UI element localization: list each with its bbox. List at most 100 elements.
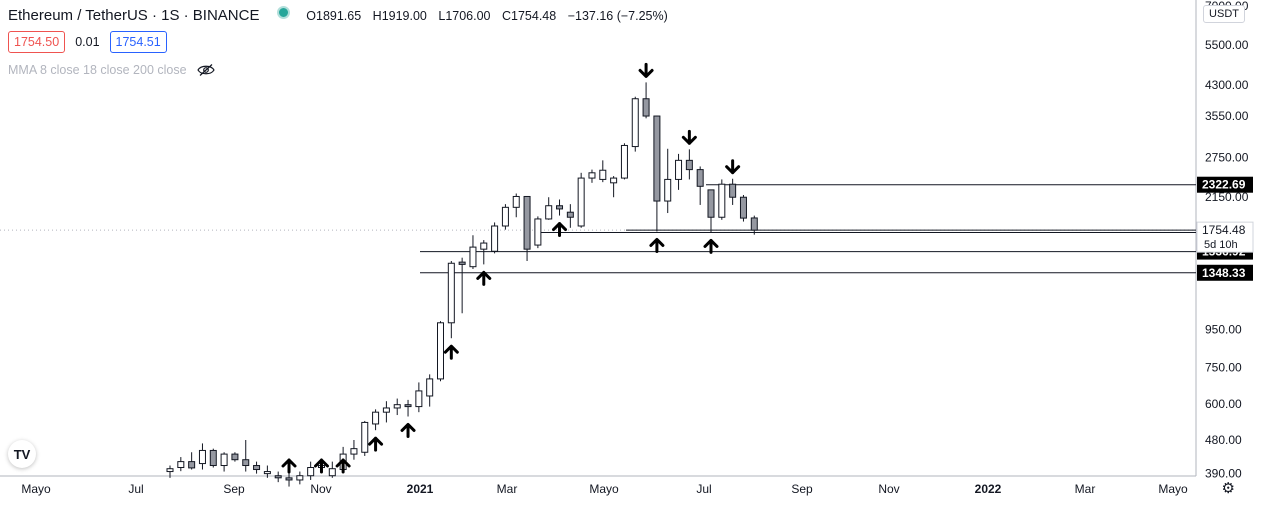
candle-body (534, 218, 542, 246)
x-tick-label: Sep (791, 482, 813, 496)
buy-price-button[interactable]: 1754.51 (109, 31, 167, 53)
high-value: 1919.00 (381, 9, 427, 23)
candle-body (729, 183, 737, 198)
candle-body (437, 322, 444, 380)
up-arrow-marker (335, 458, 351, 474)
up-arrow-marker (281, 458, 297, 474)
up-arrow-marker (552, 222, 568, 238)
candle-body (696, 169, 704, 187)
chart-header: Ethereum / TetherUS · 1S · BINANCE O1891… (8, 6, 676, 24)
ohlc-readout: O1891.65 H1919.00 L1706.00 C1754.48 −137… (306, 9, 676, 23)
symbol-title[interactable]: Ethereum / TetherUS · 1S · BINANCE (8, 7, 260, 24)
down-arrow-marker (681, 129, 697, 145)
candle-body (296, 475, 304, 481)
close-value: 1754.48 (511, 9, 557, 23)
candle-body (263, 471, 271, 475)
up-arrow-marker (649, 237, 665, 253)
candle-body (253, 465, 261, 471)
candle-body (664, 178, 672, 202)
candle-body (642, 98, 650, 117)
candle-body (469, 246, 477, 268)
candle-body (166, 468, 174, 473)
last-price-tag (1196, 221, 1254, 253)
candle-body (545, 205, 553, 220)
level-price-tag (1197, 176, 1253, 193)
low-key: L (438, 9, 446, 23)
candle-body (404, 404, 412, 408)
x-tick-label: Mar (497, 482, 518, 496)
x-tick-label: Mayo (589, 482, 619, 496)
candle-body (707, 189, 715, 218)
last-price-label: 1754.48 (1202, 223, 1246, 237)
x-tick-label: Sep (223, 482, 245, 496)
level-price-label: 1348.33 (1202, 266, 1246, 280)
candle-body (480, 242, 488, 250)
candle-body (620, 144, 628, 179)
candle-body (523, 195, 531, 250)
candle-body (447, 262, 455, 324)
change-value: −137.16 (−7.25%) (567, 9, 668, 23)
down-arrow-marker (725, 159, 741, 175)
tradingview-logo[interactable]: TV (8, 440, 36, 468)
candle-body (718, 183, 726, 218)
y-tick-label: 5500.00 (1205, 38, 1249, 52)
currency-badge[interactable]: USDT (1203, 5, 1245, 23)
candle-body (393, 404, 401, 409)
up-arrow-marker (443, 344, 459, 360)
market-status-icon (277, 6, 291, 19)
y-tick-label: 390.00 (1205, 467, 1242, 481)
x-tick-label: Jul (128, 482, 143, 496)
candle-body (588, 172, 596, 179)
candle-body (372, 411, 380, 425)
up-arrow-marker (400, 422, 416, 438)
candle-body (458, 261, 466, 265)
candle-body (307, 467, 315, 477)
trade-prices: 1754.50 0.01 1754.51 (8, 31, 167, 53)
y-tick-label: 2750.00 (1205, 150, 1249, 164)
close-key: C (502, 9, 512, 23)
candle-body (631, 98, 639, 148)
y-tick-label: 4300.00 (1205, 78, 1249, 92)
candle-body (177, 461, 185, 469)
candle-body (209, 449, 217, 467)
candle-body (566, 211, 574, 218)
x-tick-label: Mayo (1158, 482, 1188, 496)
gear-icon[interactable]: ⚙ (1221, 480, 1235, 497)
open-key: O (306, 9, 316, 23)
x-tick-label: Nov (310, 482, 331, 496)
y-tick-label: 2150.00 (1205, 190, 1249, 204)
low-value: 1706.00 (445, 9, 491, 23)
candle-body (198, 449, 206, 465)
y-tick-label: 600.00 (1205, 397, 1242, 411)
level-price-label: 2322.69 (1202, 178, 1246, 192)
candle-body (653, 115, 661, 202)
x-tick-label: Mar (1075, 482, 1096, 496)
hidden-eye-icon[interactable] (196, 63, 215, 77)
indicator-legend[interactable]: MMA 8 close 18 close 200 close (8, 63, 215, 77)
up-arrow-marker (313, 458, 329, 474)
sell-price-button[interactable]: 1754.50 (8, 31, 66, 53)
candle-body (512, 195, 520, 208)
y-tick-label: 480.00 (1205, 433, 1242, 447)
candle-body (739, 196, 747, 219)
down-arrow-marker (638, 62, 654, 78)
candle-body (577, 177, 585, 227)
candle-body (426, 378, 434, 397)
up-arrow-marker (703, 238, 719, 254)
candle-body (361, 421, 369, 453)
x-tick-label: Mayo (21, 482, 51, 496)
x-tick-label: 2021 (407, 482, 434, 496)
candle-body (556, 205, 564, 210)
indicator-label: MMA 8 close 18 close 200 close (8, 63, 187, 77)
x-tick-label: Nov (878, 482, 899, 496)
candle-body (415, 390, 423, 408)
candle-body (610, 177, 618, 184)
candle-body (231, 453, 239, 461)
candle-body (220, 453, 228, 467)
spread-value: 0.01 (75, 35, 100, 49)
x-tick-label: Jul (696, 482, 711, 496)
open-value: 1891.65 (316, 9, 362, 23)
y-tick-label: 950.00 (1205, 322, 1242, 336)
